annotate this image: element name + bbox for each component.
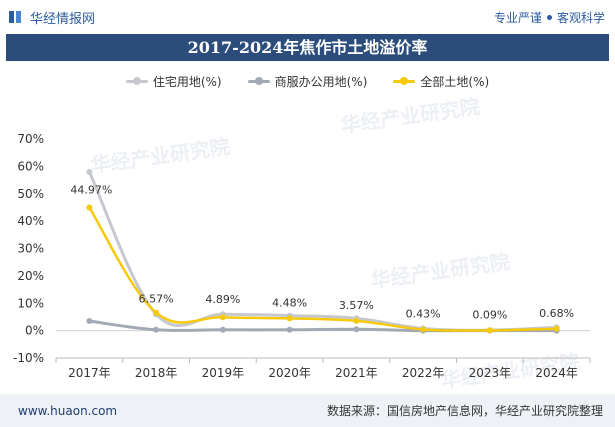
data-label: 0.43% <box>406 307 441 320</box>
y-tick-label: 10% <box>17 296 44 310</box>
series-point-all-land <box>219 314 226 321</box>
y-tick-label: 70% <box>17 132 44 146</box>
legend-item-commercial: 商服办公用地(%) <box>247 71 368 91</box>
series-point-commercial <box>286 326 293 333</box>
footer-source: 数据来源：国信房地产信息网，华经产业研究院整理 <box>326 404 603 418</box>
tagline-right: 客观科学 <box>556 10 605 25</box>
bullet-dot-icon <box>546 14 552 20</box>
y-tick-label: 0% <box>25 324 44 338</box>
chart-title: 2017-2024年焦作市土地溢价率 <box>6 34 609 61</box>
legend-label-commercial: 商服办公用地(%) <box>274 74 368 89</box>
x-tick-label: 2019年 <box>202 366 245 380</box>
data-label: 3.57% <box>339 299 374 312</box>
brand: 华经情报网 <box>8 8 95 27</box>
y-tick-label: 40% <box>17 214 44 228</box>
data-label: 4.89% <box>205 293 240 306</box>
legend-item-all-land: 全部土地(%) <box>393 71 489 91</box>
data-label: 44.97% <box>70 184 112 197</box>
x-tick-label: 2023年 <box>469 366 512 380</box>
series-point-all-land <box>286 315 293 322</box>
legend-label-all-land: 全部土地(%) <box>420 74 490 89</box>
x-tick-label: 2018年 <box>135 366 178 380</box>
series-point-all-land <box>486 327 493 334</box>
series-point-commercial <box>153 326 160 333</box>
footer-site: www.huaon.com <box>18 403 118 418</box>
chart-legend: 住宅用地(%) 商服办公用地(%) 全部土地(%) <box>0 71 615 91</box>
x-tick-label: 2024年 <box>535 366 578 380</box>
series-point-residential <box>86 168 93 175</box>
y-tick-label: 20% <box>17 269 44 283</box>
series-line-residential <box>87 170 559 332</box>
footer: www.huaon.com 数据来源：国信房地产信息网，华经产业研究院整理 <box>0 394 615 427</box>
data-label: 6.57% <box>139 293 174 306</box>
series-point-all-land <box>153 309 160 316</box>
x-tick-label: 2021年 <box>335 366 378 380</box>
legend-marker-commercial <box>247 77 270 85</box>
series-point-all-land <box>86 204 93 211</box>
series-point-all-land <box>353 317 360 324</box>
legend-item-residential: 住宅用地(%) <box>125 71 222 91</box>
data-label: 4.48% <box>272 296 307 309</box>
legend-marker-all-land <box>393 77 416 85</box>
line-chart: 70% 60% 50% 40% 30% 20% 10% 0% -10% 2017年 2018年 201… <box>13 132 591 380</box>
y-tick-label: 30% <box>17 242 44 256</box>
x-tick-label: 2022年 <box>402 366 445 380</box>
huajing-logo-icon <box>8 9 24 25</box>
series-point-commercial <box>219 326 226 333</box>
legend-marker-residential <box>125 77 148 85</box>
series-point-all-land <box>553 325 560 332</box>
data-label: 0.09% <box>472 308 507 321</box>
y-tick-label: -10% <box>13 351 44 365</box>
series-point-commercial <box>86 318 93 325</box>
tagline-left: 专业严谨 <box>493 10 542 25</box>
series-point-all-land <box>420 326 427 333</box>
y-tick-label: 50% <box>17 187 44 201</box>
y-tick-label: 60% <box>17 159 44 173</box>
tagline: 专业严谨 客观科学 <box>494 9 605 26</box>
legend-label-residential: 住宅用地(%) <box>152 74 222 89</box>
top-bar: 华经情报网 专业严谨 客观科学 <box>0 0 615 34</box>
x-tick-label: 2020年 <box>268 366 311 380</box>
data-label: 0.68% <box>539 307 574 320</box>
series-point-commercial <box>353 326 360 333</box>
brand-name: 华经情报网 <box>30 11 96 27</box>
x-tick-label: 2017年 <box>68 366 111 380</box>
